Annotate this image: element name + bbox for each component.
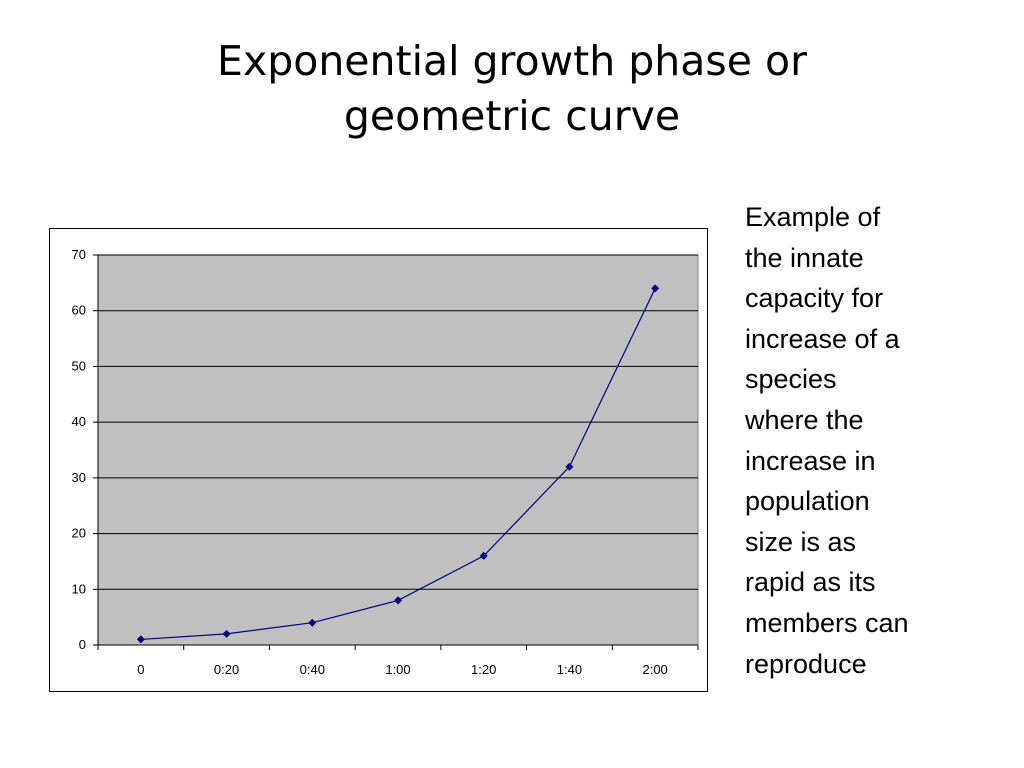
chart-frame: 0 10 20 30 40 50 60 70 0 0:20 0:40 1:00 1:20 1:40 2:00 [49, 228, 708, 692]
line-chart: 0 10 20 30 40 50 60 70 0 0:20 0:40 1:00 1:20 1:40 2:00 [72, 247, 699, 677]
slide-title: Exponential growth phase or geometric cu… [0, 34, 1024, 144]
data-point-marker [136, 635, 145, 644]
plot-area [97, 254, 699, 646]
title-line-2: geometric curve [343, 92, 681, 140]
data-point-marker [308, 618, 317, 627]
y-tick-label: 20 [72, 526, 86, 541]
y-tick-label: 10 [72, 581, 86, 596]
y-tick-label: 50 [72, 358, 86, 373]
data-point-marker [565, 462, 574, 471]
x-tick-label: 2:00 [642, 662, 667, 677]
x-tick-label: 0:20 [214, 662, 239, 677]
title-line-1: Exponential growth phase or [217, 37, 807, 85]
data-point-marker [394, 596, 402, 605]
x-tick-label: 1:00 [385, 662, 410, 677]
x-tick-label: 1:40 [557, 662, 582, 677]
x-tick-label: 1:20 [471, 662, 496, 677]
data-point-marker [222, 629, 231, 638]
x-tick-label: 0:40 [300, 662, 325, 677]
y-tick-label: 0 [79, 637, 86, 652]
y-tick-label: 70 [72, 247, 86, 262]
y-tick-label: 60 [72, 303, 86, 318]
x-tick-label: 0 [137, 662, 144, 677]
description-text: Example of the innate capacity for incre… [745, 202, 909, 679]
data-point-marker [651, 284, 660, 293]
y-tick-label: 30 [72, 470, 86, 485]
data-point-marker [479, 551, 488, 560]
y-tick-label: 40 [72, 414, 86, 429]
